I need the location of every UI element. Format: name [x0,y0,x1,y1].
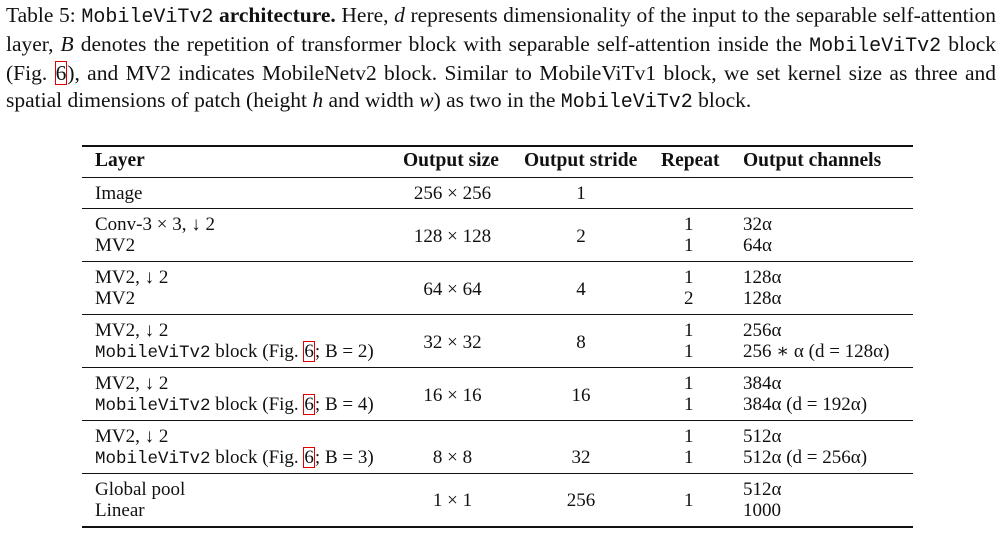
table-cell-layer: MV2 [95,288,136,309]
table-cell-output-stride: 2 [576,226,586,247]
table-cell-layer: Conv-3 × 3, ↓ 2 [95,214,215,235]
table-cell-repeat: 1 [684,373,694,394]
block-name: MobileViTv2 [95,343,211,363]
table-cell-repeat: 1 [684,394,694,415]
table-cell-repeat: 1 [684,320,694,341]
table-cell-repeat: 1 [684,447,694,468]
table-cell-output-size: 256 × 256 [413,183,492,204]
table-cell-output-channels: 256α [743,320,782,341]
caption-text: and width [323,88,420,112]
caption-text: represents dimensionality of the input t… [6,3,997,56]
table-cell-output-channels: 128α [743,267,782,288]
caption-text: block (Fig. [6,32,996,85]
table-row-divider [82,261,913,262]
caption-bold-title: architecture. [218,3,336,27]
caption-var-w: w [419,88,434,112]
table-cell-repeat: 1 [684,490,694,511]
table-row-divider [82,420,913,421]
table-cell-output-channels: 384α (d = 192α) [743,394,868,415]
table-cell-output-channels: 512α [743,426,782,447]
caption-text: block. [692,88,752,112]
table-cell-layer: MV2, ↓ 2 [95,373,169,394]
table-cell-output-stride: 16 [571,385,591,406]
block-name: MobileViTv2 [95,449,211,469]
caption-text: Here, [341,3,395,27]
table-cell-layer: Linear [95,500,145,521]
column-header-layer: Layer [95,150,145,171]
caption-var-b: B [60,32,74,56]
table-cell-output-channels: 256 ∗ α (d = 128α) [743,341,890,362]
figure-reference-link[interactable]: 6 [303,447,315,468]
table-cell-repeat: 1 [684,235,694,256]
table-cell-output-stride: 4 [576,279,586,300]
column-header-output-channels: Output channels [743,150,882,171]
table-cell-output-channels: 384α [743,373,782,394]
table-cell-repeat: 1 [684,341,694,362]
table-caption: Table 5: MobileViTv2 architecture. Here,… [6,2,996,116]
table-cell-repeat: 1 [684,214,694,235]
caption-text: ) as two in the [433,88,561,112]
table-cell-output-stride: 32 [571,447,591,468]
table-cell-output-size: 128 × 128 [413,226,492,247]
table-cell-layer: Global pool [95,479,186,500]
table-cell-layer: MV2, ↓ 2 [95,320,169,341]
table-cell-repeat: 2 [684,288,694,309]
block-repeat-param: ; B = 3) [314,447,374,468]
table-cell-repeat: 1 [684,267,694,288]
caption-model-name: MobileViTv2 [81,6,214,29]
block-text: block (Fig. [210,394,304,415]
column-header-output-stride: Output stride [524,150,638,171]
caption-var-h: h [312,88,324,112]
caption-label: Table 5: [6,3,76,27]
table-row-divider [82,208,913,209]
table-cell-layer: MV2, ↓ 2 [95,267,169,288]
caption-model-name: MobileViTv2 [809,35,942,58]
caption-var-d: d [394,3,405,27]
table-cell-layer: Image [95,183,143,204]
block-name: MobileViTv2 [95,396,211,416]
table-row-divider [82,314,913,315]
table-bottom-rule [82,526,913,528]
block-text: block (Fig. [210,341,304,362]
table-header-rule [82,177,913,178]
table-cell-repeat: 1 [684,426,694,447]
caption-text: ), and MV2 indicates MobileNetv2 block. … [6,61,997,112]
table-cell-layer-block: MobileViTv2 block (Fig. 6; B = 3) [95,447,374,470]
table-cell-output-size: 32 × 32 [423,332,482,353]
table-top-rule [82,145,913,147]
figure-reference-link[interactable]: 6 [54,61,68,85]
block-text: block (Fig. [210,447,304,468]
table-cell-output-stride: 256 [566,490,596,511]
table-cell-output-channels: 512α [743,479,782,500]
table-cell-layer-block: MobileViTv2 block (Fig. 6; B = 4) [95,394,374,417]
caption-model-name: MobileViTv2 [560,91,693,114]
table-cell-output-channels: 64α [743,235,772,256]
block-repeat-param: ; B = 2) [314,341,374,362]
table-cell-output-channels: 512α (d = 256α) [743,447,868,468]
table-cell-output-channels: 1000 [743,500,781,521]
caption-text: denotes the repetition of transformer bl… [73,32,810,56]
table-cell-output-size: 1 × 1 [432,490,473,511]
figure-reference-link[interactable]: 6 [303,341,315,362]
table-row-divider [82,367,913,368]
block-repeat-param: ; B = 4) [314,394,374,415]
table-cell-output-channels: 32α [743,214,772,235]
table-cell-output-size: 8 × 8 [432,447,473,468]
table-cell-layer-block: MobileViTv2 block (Fig. 6; B = 2) [95,341,374,364]
column-header-output-size: Output size [403,150,499,171]
table-row-divider [82,473,913,474]
table-cell-layer: MV2 [95,235,136,256]
figure-reference-link[interactable]: 6 [303,394,315,415]
table-cell-output-stride: 1 [576,183,586,204]
table-cell-output-size: 64 × 64 [423,279,482,300]
table-cell-output-stride: 8 [576,332,586,353]
table-cell-layer: MV2, ↓ 2 [95,426,169,447]
table-cell-output-channels: 128α [743,288,782,309]
column-header-repeat: Repeat [661,150,720,171]
table-cell-output-size: 16 × 16 [423,385,482,406]
